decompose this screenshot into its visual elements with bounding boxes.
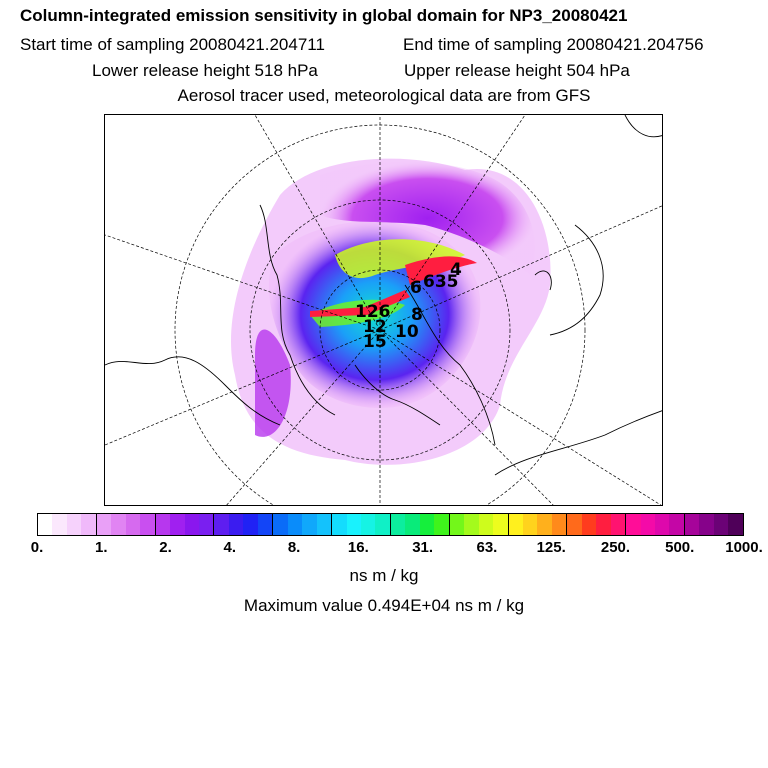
colorbar-segment bbox=[684, 514, 700, 535]
colorbar bbox=[37, 513, 744, 536]
colorbar-units: ns m / kg bbox=[349, 566, 419, 585]
colorbar-tick-label: 1000. bbox=[725, 539, 763, 556]
colorbar-segment bbox=[228, 514, 244, 535]
maximum-value: Maximum value 0.494E+04 ns m / kg bbox=[243, 596, 525, 615]
map-label: 126 bbox=[355, 302, 391, 322]
colorbar-segment bbox=[478, 514, 494, 535]
colorbar-segment bbox=[170, 514, 185, 535]
colorbar-segment bbox=[96, 514, 112, 535]
colorbar-tick-label: 8. bbox=[287, 539, 301, 556]
map-label: 635 bbox=[423, 272, 459, 292]
colorbar-segment bbox=[640, 514, 656, 535]
colorbar-tick-label: 31. bbox=[412, 539, 434, 556]
colorbar-tick-label: 500. bbox=[665, 539, 695, 556]
colorbar-segment bbox=[316, 514, 333, 535]
colorbar-segment bbox=[155, 514, 171, 535]
colorbar-segment bbox=[434, 514, 450, 535]
graticule bbox=[105, 115, 662, 505]
colorbar-segment bbox=[184, 514, 199, 535]
lower-release-height: Lower release height 518 hPa bbox=[92, 61, 318, 80]
colorbar-segment bbox=[111, 514, 126, 535]
colorbar-segment bbox=[375, 514, 391, 535]
colorbar-segment bbox=[699, 514, 714, 535]
colorbar-segment bbox=[287, 514, 303, 535]
plume-north bbox=[320, 161, 535, 275]
colorbar-segment bbox=[567, 514, 582, 535]
map-label: 8 bbox=[411, 305, 423, 325]
colorbar-segment bbox=[360, 514, 376, 535]
colorbar-segment bbox=[464, 514, 479, 535]
colorbar-segment bbox=[52, 514, 67, 535]
start-time: Start time of sampling 20080421.204711 bbox=[20, 35, 325, 54]
colorbar-segment bbox=[728, 514, 743, 535]
map-label: 4 bbox=[450, 260, 462, 280]
colorbar-segment bbox=[713, 514, 729, 535]
sensitivity-map: 4 635 6 8 126 12 15 10 bbox=[104, 114, 663, 506]
colorbar-segment bbox=[537, 514, 552, 535]
plume-southwest bbox=[255, 329, 291, 437]
colorbar-segment bbox=[581, 514, 597, 535]
colorbar-tick-label: 16. bbox=[347, 539, 369, 556]
colorbar-segment bbox=[66, 514, 82, 535]
upper-release-height: Upper release height 504 hPa bbox=[404, 61, 630, 80]
colorbar-segment bbox=[302, 514, 317, 535]
tracer-info: Aerosol tracer used, meteorological data… bbox=[177, 86, 591, 105]
colorbar-segment bbox=[522, 514, 538, 535]
map-label: 15 bbox=[363, 332, 387, 352]
map-label: 10 bbox=[395, 322, 419, 342]
colorbar-tick-label: 0. bbox=[30, 539, 44, 556]
colorbar-tick-label: 125. bbox=[536, 539, 566, 556]
coastlines bbox=[105, 115, 662, 476]
colorbar-segment bbox=[81, 514, 97, 535]
colorbar-segment bbox=[125, 514, 141, 535]
colorbar-segment bbox=[405, 514, 420, 535]
colorbar-segment bbox=[38, 514, 53, 535]
map-label: 6 bbox=[410, 278, 422, 298]
colorbar-segment bbox=[626, 514, 641, 535]
colorbar-segment bbox=[610, 514, 627, 535]
map-labels: 4 635 6 8 126 12 15 10 bbox=[355, 260, 462, 352]
colorbar-segment bbox=[257, 514, 274, 535]
plume-streak-red-2 bbox=[310, 290, 410, 317]
figure-title: Column-integrated emission sensitivity i… bbox=[20, 6, 628, 25]
colorbar-segment bbox=[551, 514, 568, 535]
plume-band-yellow bbox=[335, 239, 465, 279]
colorbar-segment bbox=[493, 514, 509, 535]
colorbar-tick-label: 63. bbox=[476, 539, 498, 556]
map-label: 12 bbox=[363, 317, 387, 337]
colorbar-segment bbox=[596, 514, 611, 535]
colorbar-tick-label: 4. bbox=[223, 539, 237, 556]
map-canvas: 4 635 6 8 126 12 15 10 bbox=[105, 115, 662, 505]
colorbar-segment bbox=[419, 514, 435, 535]
colorbar-segment bbox=[214, 514, 229, 535]
colorbar-segment bbox=[243, 514, 258, 535]
colorbar-segment bbox=[198, 514, 215, 535]
colorbar-segment bbox=[332, 514, 347, 535]
colorbar-segment bbox=[390, 514, 406, 535]
colorbar-segment bbox=[273, 514, 288, 535]
colorbar-segment bbox=[669, 514, 685, 535]
colorbar-tick-label: 1. bbox=[95, 539, 108, 556]
colorbar-segment bbox=[449, 514, 465, 535]
end-time: End time of sampling 20080421.204756 bbox=[403, 35, 704, 54]
colorbar-tick-label: 250. bbox=[600, 539, 631, 556]
colorbar-tick-label: 2. bbox=[159, 539, 172, 556]
colorbar-segment bbox=[655, 514, 670, 535]
colorbar-segment bbox=[508, 514, 523, 535]
colorbar-segment bbox=[140, 514, 156, 535]
colorbar-segment bbox=[346, 514, 361, 535]
plume-streak-red-1 bbox=[405, 256, 477, 285]
